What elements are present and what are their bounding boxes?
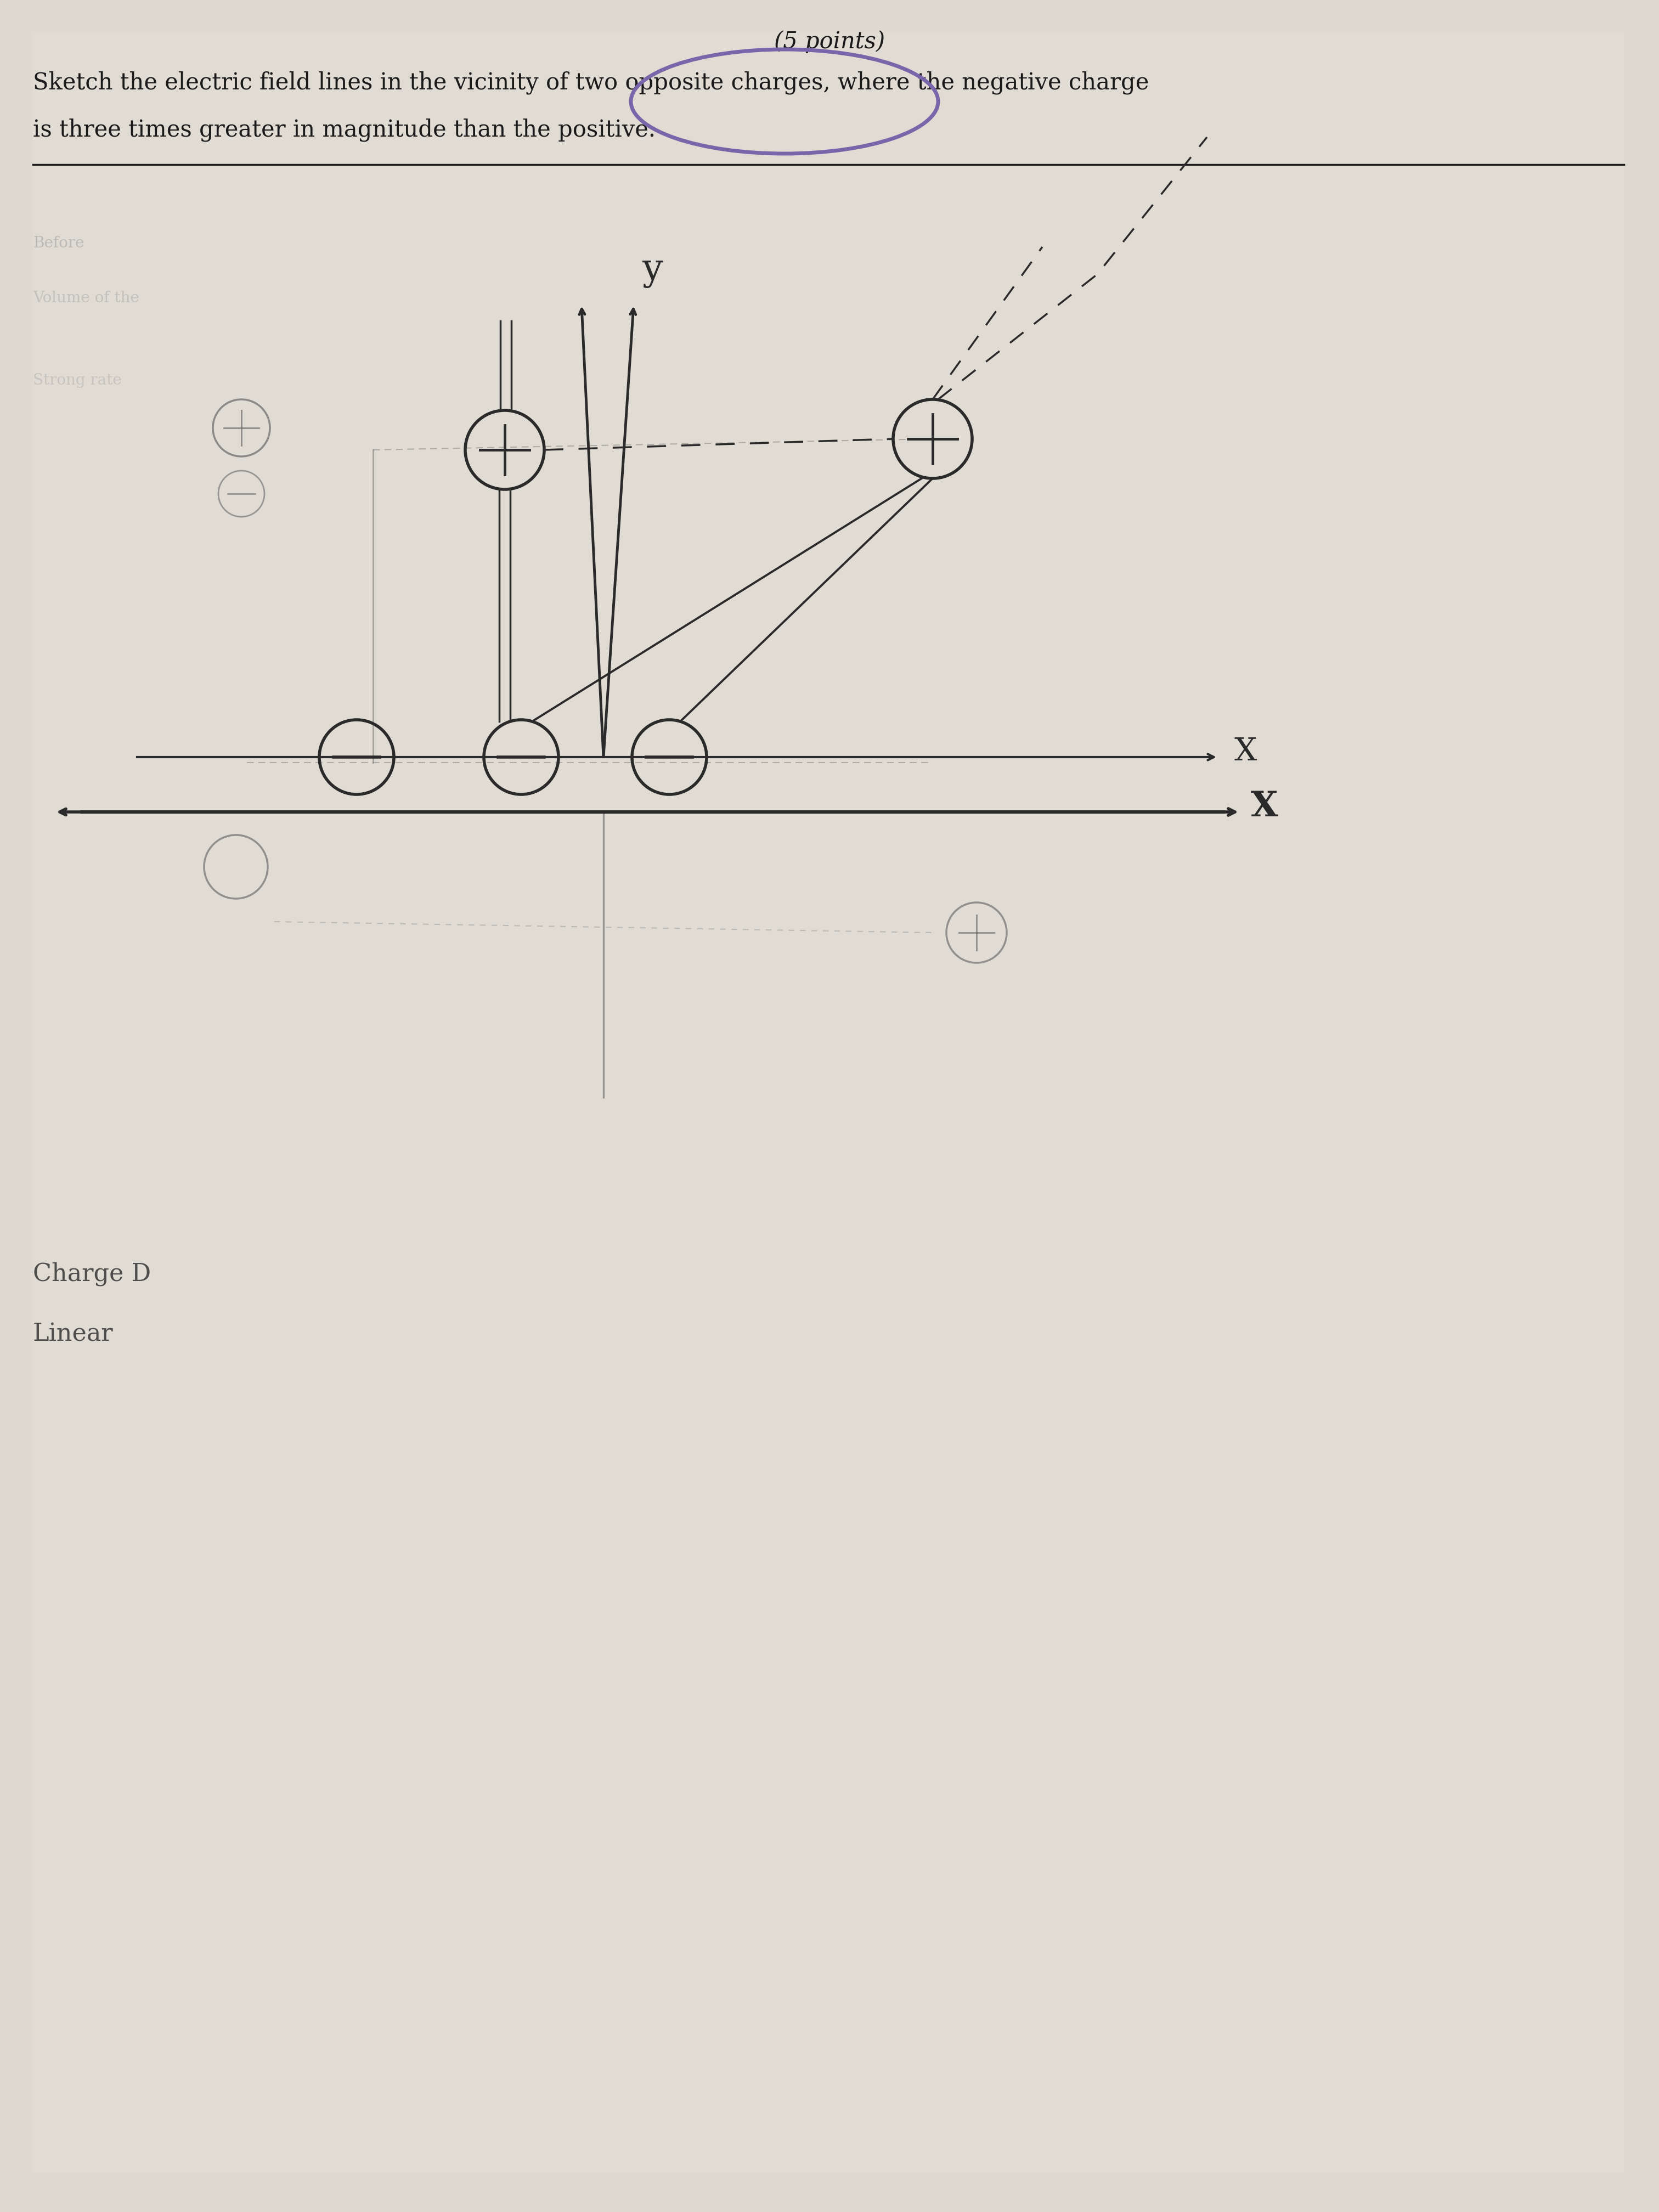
Text: Sketch the electric field lines in the vicinity of two opposite charges, where t: Sketch the electric field lines in the v…	[33, 71, 1150, 95]
Text: y: y	[642, 252, 662, 288]
Text: X: X	[1234, 737, 1258, 768]
Text: Strong rate: Strong rate	[33, 374, 121, 387]
Text: is three times greater in magnitude than the positive.: is three times greater in magnitude than…	[33, 117, 655, 142]
Text: (5 points): (5 points)	[775, 31, 884, 53]
Text: Before: Before	[33, 237, 85, 250]
Text: Charge D: Charge D	[33, 1261, 151, 1285]
Text: Volume of the: Volume of the	[33, 290, 139, 305]
Text: X: X	[1251, 790, 1277, 823]
Text: Linear: Linear	[33, 1323, 113, 1345]
